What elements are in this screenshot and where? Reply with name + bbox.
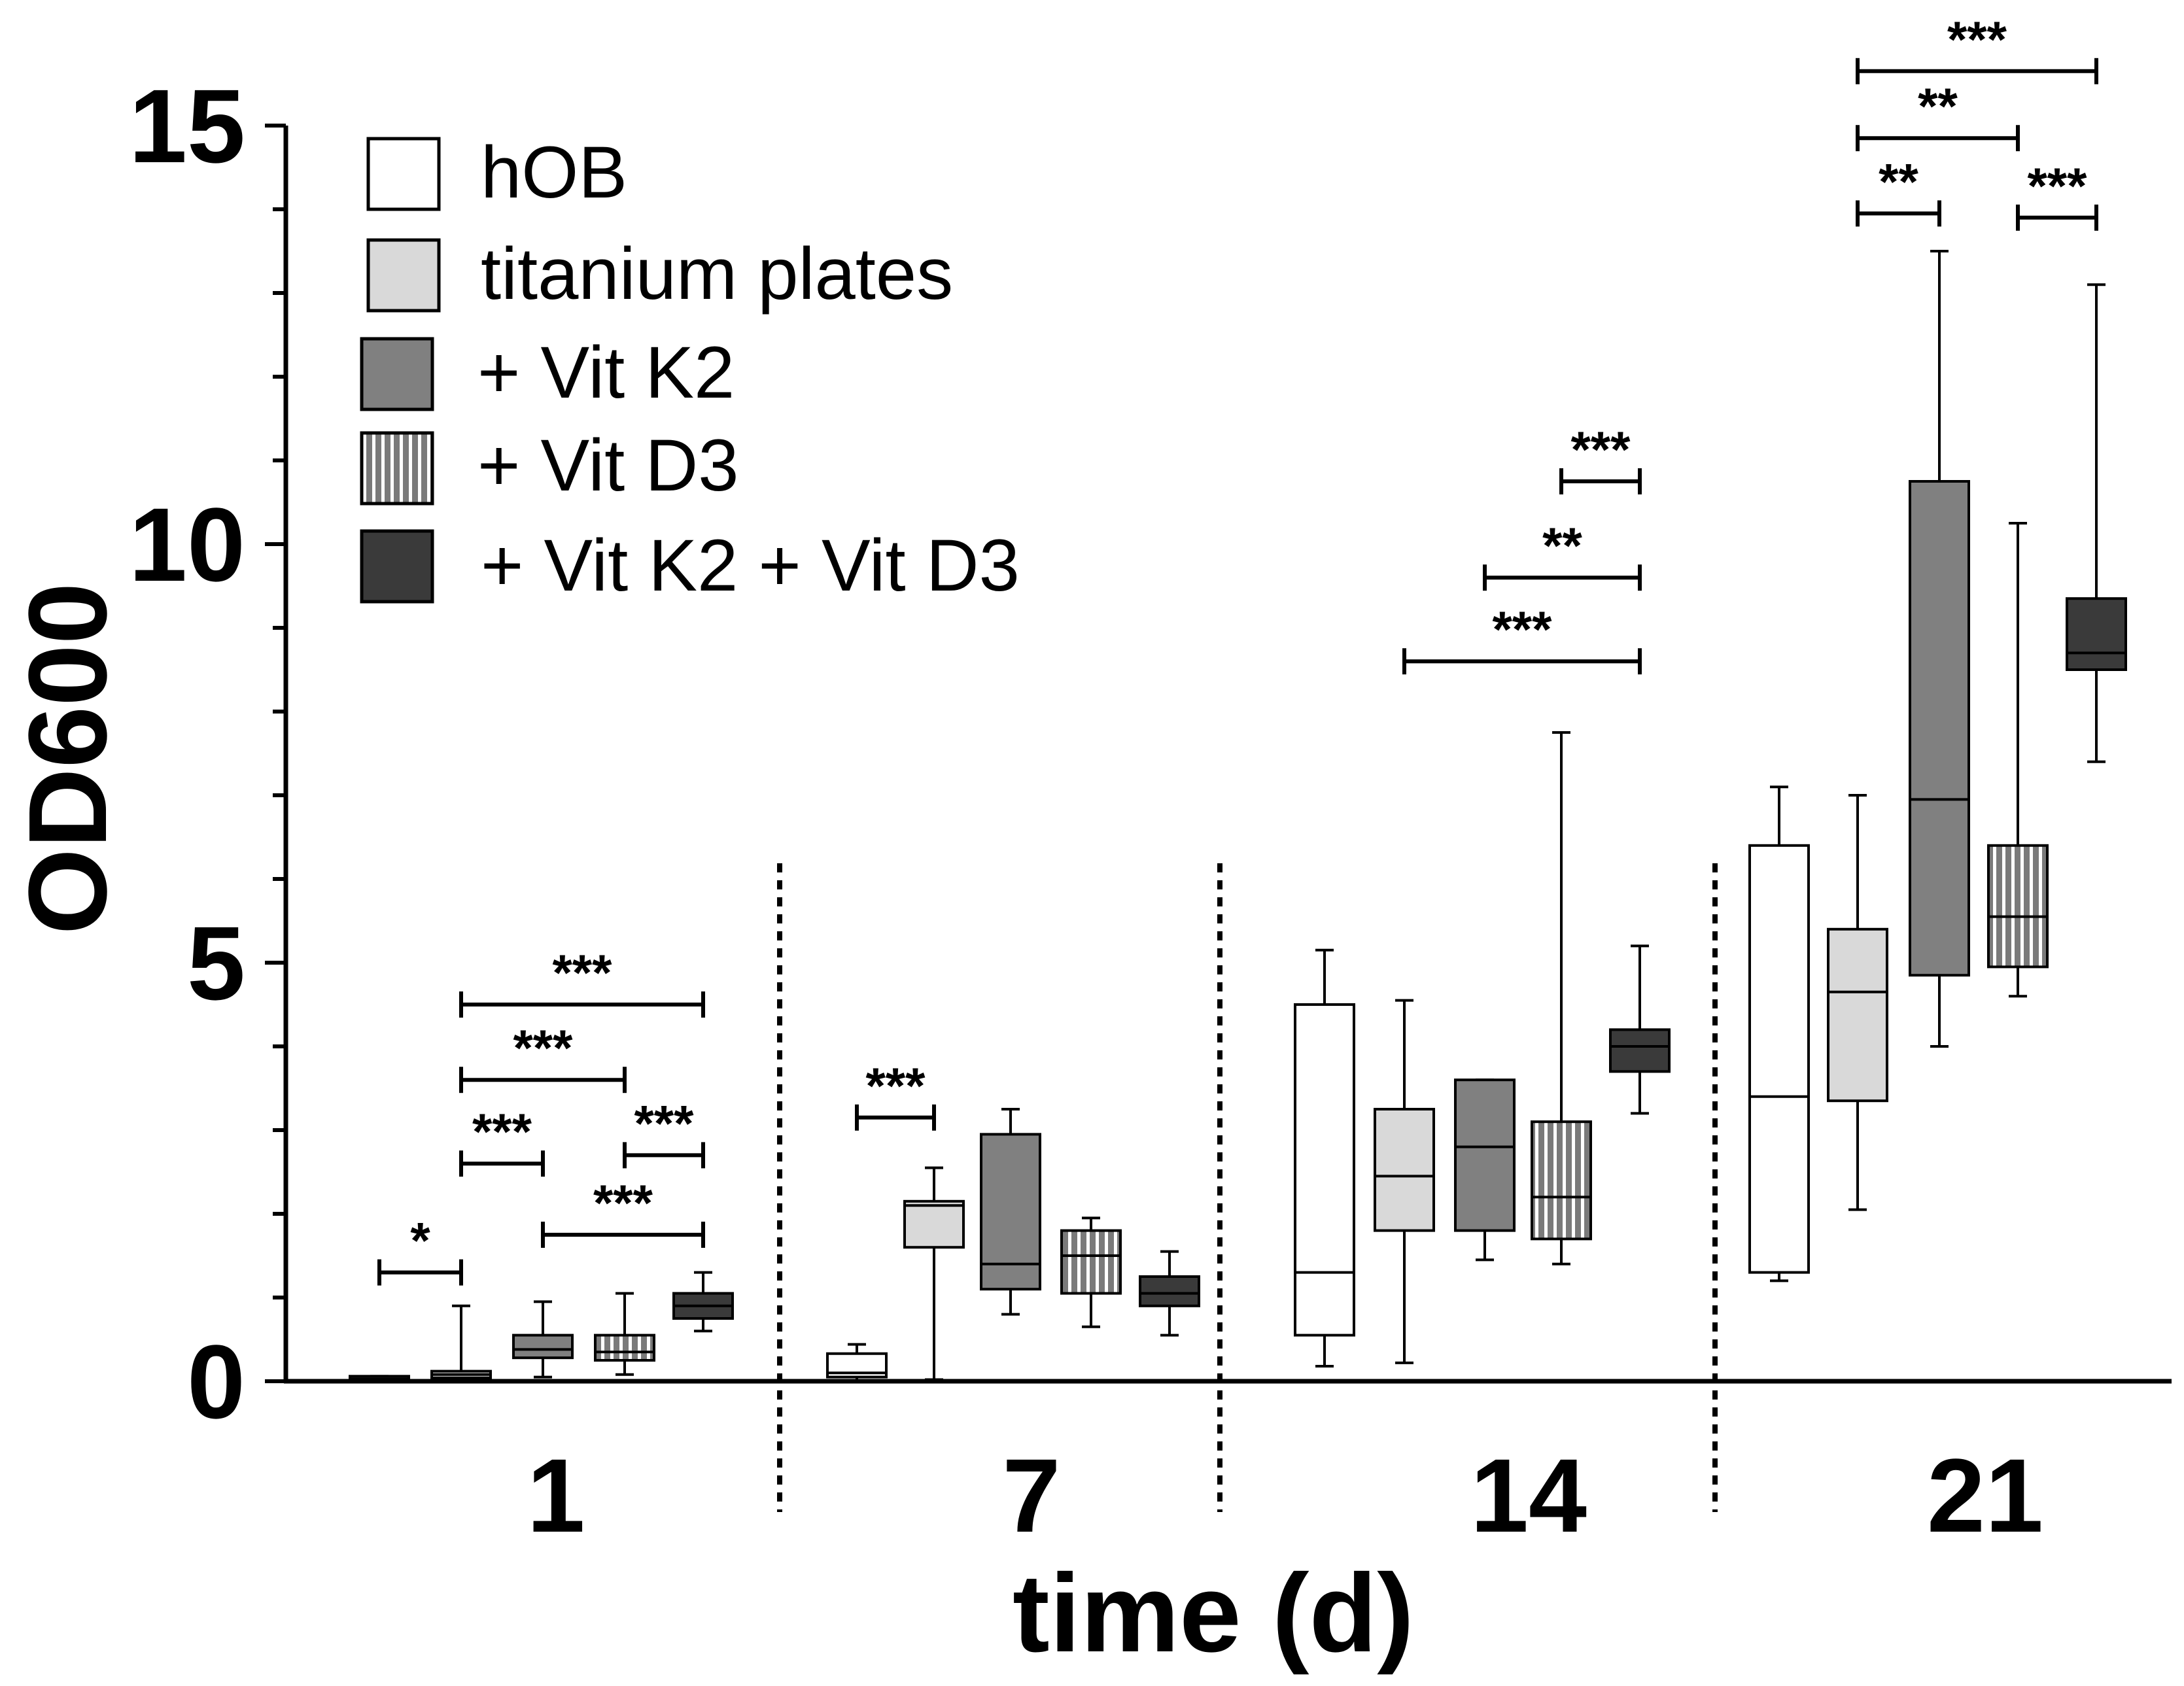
box-titanium-plates-day-21 <box>1827 794 1888 1211</box>
box-iqr <box>594 1333 655 1362</box>
y-axis-title: OD600 <box>6 583 130 935</box>
significance-bracket: *** <box>459 944 705 1018</box>
box-iqr <box>1609 1028 1671 1073</box>
legend-label-hob: hOB <box>481 131 627 213</box>
x-tick-label-21: 21 <box>1927 1437 2043 1554</box>
significance-bracket: *** <box>2016 157 2098 231</box>
significance-stars: *** <box>1947 10 2007 68</box>
legend-swatch-vit-d3 <box>360 431 434 506</box>
x-tick-label-1: 1 <box>527 1437 585 1554</box>
box-iqr <box>1748 844 1810 1274</box>
significance-stars: *** <box>472 1103 532 1160</box>
significance-bracket: *** <box>855 1057 936 1131</box>
legend-label-vit-k2: + Vit K2 <box>477 332 735 413</box>
x-axis-title: time (d) <box>1013 1551 1414 1676</box>
box-iqr <box>2066 597 2127 672</box>
legend-swatch-vit-k2-vit-d3 <box>360 529 434 604</box>
y-tick-label: 0 <box>187 1323 245 1440</box>
y-tick-label: 10 <box>129 486 245 603</box>
box-iqr <box>1294 1003 1355 1337</box>
significance-stars: * <box>410 1212 430 1269</box>
box-titanium-plates-day-1 <box>430 1304 492 1383</box>
significance-bracket: *** <box>1402 600 1642 675</box>
x-tick-labels: 1 7 14 21 <box>527 1437 2043 1554</box>
box-hob-day-1 <box>349 1375 410 1383</box>
box-vit-k2-day-21 <box>1909 250 1970 1048</box>
significance-bracket: * <box>377 1212 463 1286</box>
box-series <box>349 250 2127 1383</box>
y-tick-labels: 0 5 10 15 <box>129 67 245 1440</box>
box-iqr <box>980 1133 1041 1291</box>
significance-stars: *** <box>1570 421 1631 478</box>
significance-stars: *** <box>1492 600 1552 658</box>
significance-stars: *** <box>865 1057 926 1114</box>
box-iqr <box>1531 1120 1592 1241</box>
box-vit-d3-day-1 <box>594 1292 655 1376</box>
box-iqr <box>512 1333 574 1360</box>
significance-stars: ** <box>1879 152 1918 210</box>
y-tick-label: 5 <box>187 904 245 1022</box>
box-titanium-plates-day-7 <box>903 1166 965 1381</box>
x-tick-label-7: 7 <box>1003 1437 1061 1554</box>
significance-brackets: ********************************** *** <box>377 10 2098 1286</box>
box-hob-day-14 <box>1294 948 1355 1368</box>
significance-stars: *** <box>593 1174 653 1231</box>
box-vit-k2-vit-d3-day-21 <box>2066 283 2127 763</box>
box-iqr <box>1987 844 2049 969</box>
legend-label-vit-k2-vit-d3: + Vit K2 + Vit D3 <box>481 525 1020 606</box>
significance-stars: *** <box>513 1019 573 1076</box>
box-iqr <box>1454 1078 1516 1232</box>
box-vit-k2-day-1 <box>512 1300 574 1379</box>
box-vit-d3-day-14 <box>1531 731 1592 1265</box>
significance-bracket: ** <box>1856 77 2020 152</box>
y-ticks <box>265 124 286 1383</box>
legend: hOB titanium plates + Vit K2 + Vit D3 + … <box>360 131 1020 606</box>
group-separators <box>777 863 1718 1512</box>
box-iqr <box>1909 480 1970 977</box>
significance-bracket: *** <box>1559 421 1642 494</box>
axes <box>283 126 2172 1384</box>
box-vit-k2-day-7 <box>980 1108 1041 1316</box>
box-vit-k2-day-14 <box>1454 1078 1516 1262</box>
legend-swatch-hob <box>366 137 441 211</box>
box-iqr <box>1139 1275 1200 1307</box>
box-hob-day-21 <box>1748 785 1810 1282</box>
significance-bracket: *** <box>623 1094 705 1169</box>
significance-bracket: *** <box>459 1019 627 1093</box>
significance-bracket: *** <box>459 1103 545 1177</box>
box-vit-k2-vit-d3-day-1 <box>672 1271 734 1333</box>
box-vit-d3-day-21 <box>1987 522 2049 998</box>
x-tick-label-14: 14 <box>1470 1437 1587 1554</box>
box-hob-day-7 <box>826 1343 888 1383</box>
legend-swatch-vit-k2 <box>360 337 434 411</box>
significance-stars: *** <box>634 1094 694 1152</box>
legend-swatch-titanium-plates <box>366 238 441 313</box>
box-iqr <box>1374 1108 1435 1232</box>
significance-bracket: ** <box>1856 152 1941 227</box>
box-vit-k2-vit-d3-day-14 <box>1609 944 1671 1115</box>
box-iqr <box>903 1199 965 1249</box>
y-tick-label: 15 <box>129 67 245 184</box>
box-vit-k2-vit-d3-day-7 <box>1139 1250 1200 1337</box>
legend-label-titanium-plates: titanium plates <box>481 233 953 315</box>
box-iqr <box>1060 1229 1122 1295</box>
box-titanium-plates-day-14 <box>1374 999 1435 1364</box>
significance-stars: *** <box>2027 157 2087 215</box>
significance-stars: ** <box>1918 77 1958 135</box>
significance-bracket: *** <box>541 1174 705 1248</box>
significance-stars: ** <box>1542 517 1582 574</box>
significance-bracket: *** <box>1856 10 2098 84</box>
significance-bracket: ** <box>1483 517 1642 591</box>
box-iqr <box>1827 927 1888 1103</box>
significance-stars: *** <box>552 944 612 1001</box>
box-vit-d3-day-7 <box>1060 1216 1122 1328</box>
legend-label-vit-d3: + Vit D3 <box>477 424 739 506</box>
